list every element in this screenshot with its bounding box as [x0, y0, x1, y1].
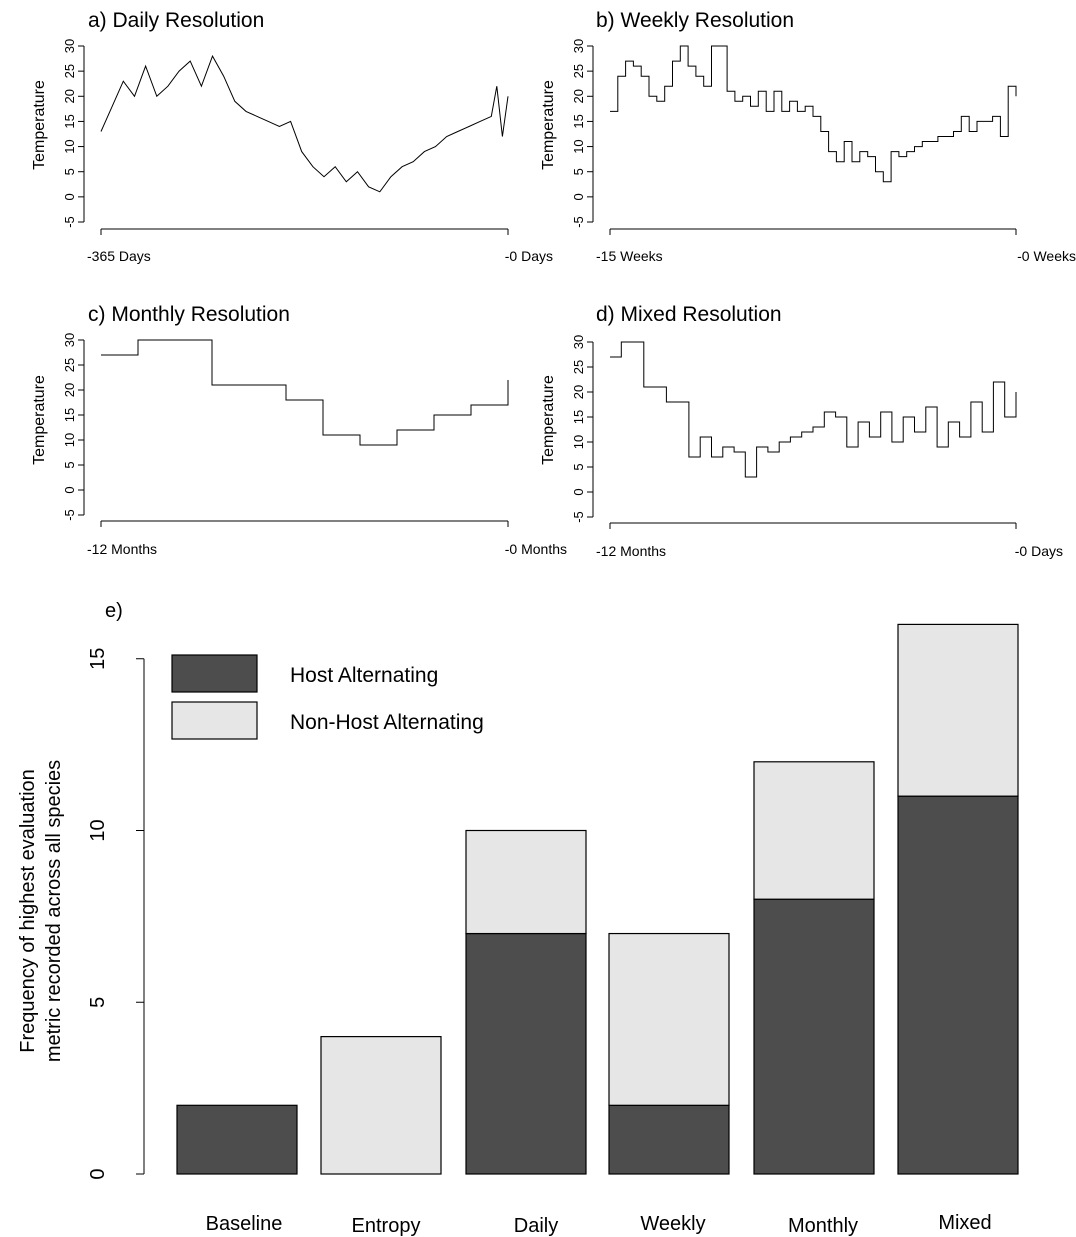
y-tick-label: 30 [571, 335, 586, 349]
temperature-series [101, 339, 509, 446]
panel-a: a) Daily Resolution -5 0 5 10 15 20 25 30 Tempera… [31, 9, 553, 264]
x-start-label: -12 Months [87, 541, 157, 557]
bar-host-baseline [176, 1104, 298, 1175]
category-label: Daily [514, 1215, 558, 1237]
panel-d: d) Mixed Resolution -5 0 5 10 15 20 25 30 Tempera… [540, 303, 1063, 559]
y-tick-label: 5 [571, 168, 586, 175]
y-tick-label: 30 [62, 39, 77, 53]
y-tick-label: 30 [62, 333, 77, 347]
temperature-series [610, 341, 1017, 478]
y-tick-label: 30 [571, 39, 586, 53]
y-tick-label: 0 [87, 1168, 109, 1179]
y-axis-label: Temperature [540, 375, 557, 465]
y-tick-label: 10 [571, 435, 586, 449]
y-tick-label: 15 [571, 410, 586, 424]
y-tick-label: 0 [62, 193, 77, 200]
y-tick-label: 25 [62, 358, 77, 372]
y-tick-label: 20 [62, 89, 77, 103]
y-tick-label: 0 [62, 486, 77, 493]
bar-host-weekly [608, 1104, 730, 1175]
x-end-label: -0 Months [505, 541, 567, 557]
y-tick-label: 15 [62, 408, 77, 422]
x-end-label: -0 Days [505, 248, 553, 264]
y-axis-label: Temperature [31, 80, 48, 170]
y-tick-label: -5 [62, 509, 77, 521]
y-tick-label: 25 [571, 360, 586, 374]
legend-swatch [171, 701, 258, 740]
panel-title: e) [105, 600, 123, 622]
x-start-label: -365 Days [87, 248, 151, 264]
y-tick-label: 10 [571, 139, 586, 153]
panel-c: c) Monthly Resolution -5 0 5 10 15 20 25 30 Tempe… [31, 303, 567, 557]
bar-host-daily [465, 932, 587, 1175]
y-tick-label: 15 [87, 648, 109, 670]
y-axis-label: Frequency of highest evaluation metric re… [17, 760, 65, 1062]
bar-non-host-mixed [897, 623, 1019, 797]
category-label: Entropy [352, 1215, 421, 1237]
y-tick-label: 25 [62, 64, 77, 78]
temperature-series [100, 54, 509, 193]
category-label: Weekly [640, 1213, 705, 1235]
x-start-label: -15 Weeks [596, 248, 663, 264]
y-tick-label: 5 [571, 463, 586, 470]
y-tick-label: 20 [571, 385, 586, 399]
bar-non-host-daily [465, 829, 587, 935]
bar-non-host-entropy [320, 1035, 442, 1175]
y-tick-label: 20 [571, 89, 586, 103]
y-tick-label: 15 [571, 114, 586, 128]
y-tick-label: 15 [62, 114, 77, 128]
x-end-label: -0 Days [1015, 543, 1063, 559]
bar-non-host-monthly [753, 761, 875, 900]
bar-host-monthly [753, 898, 875, 1175]
panel-title: d) Mixed Resolution [596, 303, 782, 326]
category-label: Monthly [788, 1215, 858, 1237]
temperature-series [610, 45, 1017, 183]
y-tick-label: 5 [87, 997, 109, 1008]
y-tick-label: 5 [62, 461, 77, 468]
panel-e: e) 0 5 10 15 Frequency of highest evaluation m… [17, 600, 1019, 1237]
x-end-label: -0 Weeks [1017, 248, 1076, 264]
y-tick-label: 10 [87, 819, 109, 841]
panel-title: c) Monthly Resolution [88, 303, 290, 326]
y-tick-label: 25 [571, 64, 586, 78]
legend-label: Host Alternating [290, 664, 438, 687]
panel-title: a) Daily Resolution [88, 9, 264, 32]
panel-title: b) Weekly Resolution [596, 9, 794, 32]
y-axis-label: Temperature [540, 80, 557, 170]
legend-swatch [171, 654, 258, 693]
y-tick-label: -5 [571, 511, 586, 523]
y-axis-label-line: metric recorded across all species [43, 760, 65, 1062]
y-tick-label: 0 [571, 193, 586, 200]
y-tick-label: 10 [62, 139, 77, 153]
x-start-label: -12 Months [596, 543, 666, 559]
bar-host-mixed [897, 795, 1019, 1175]
category-label: Baseline [206, 1213, 283, 1235]
y-axis-label-line: Frequency of highest evaluation [17, 769, 39, 1053]
y-tick-label: 20 [62, 383, 77, 397]
category-label: Mixed [938, 1212, 991, 1234]
y-tick-label: -5 [62, 216, 77, 228]
y-tick-label: -5 [571, 216, 586, 228]
y-tick-label: 5 [62, 168, 77, 175]
legend-label: Non-Host Alternating [290, 711, 484, 734]
y-tick-label: 0 [571, 488, 586, 495]
panel-b: b) Weekly Resolution -5 0 5 10 15 20 25 30 Temper… [540, 9, 1076, 264]
y-axis-label: Temperature [31, 375, 48, 465]
bar-non-host-weekly [608, 932, 730, 1106]
y-tick-label: 10 [62, 433, 77, 447]
